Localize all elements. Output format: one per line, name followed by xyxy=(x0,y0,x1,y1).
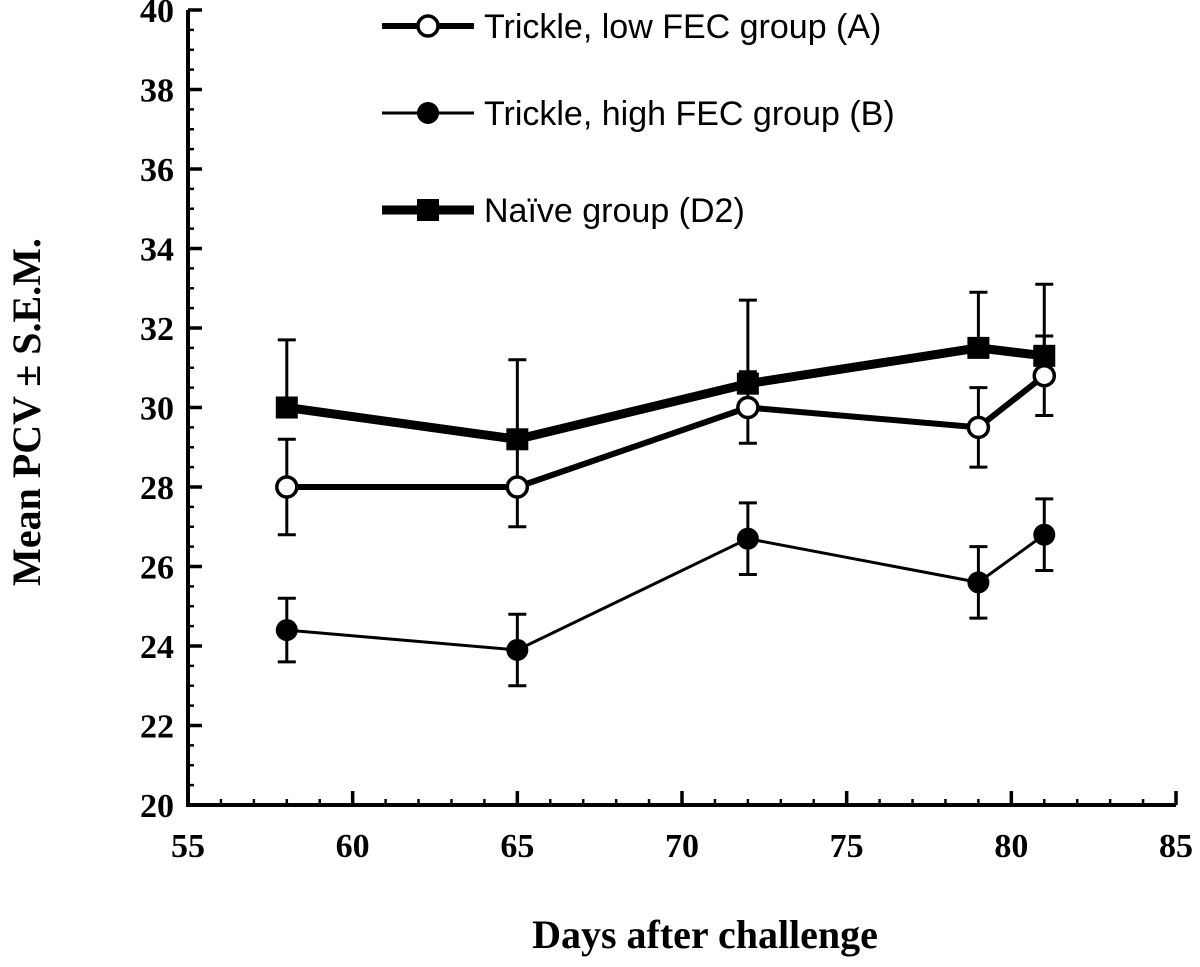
legend-label: Trickle, high FEC group (B) xyxy=(484,95,895,133)
data-point xyxy=(506,638,529,661)
y-tick-label: 30 xyxy=(140,391,174,428)
x-tick-label: 80 xyxy=(994,828,1028,865)
x-tick-label: 55 xyxy=(171,828,205,865)
data-point xyxy=(1033,344,1056,367)
legend-item: Trickle, high FEC group (B) xyxy=(382,95,895,133)
data-point xyxy=(736,395,760,420)
y-axis-title: Mean PCV ± S.E.M. xyxy=(4,238,49,586)
legend: Trickle, low FEC group (A) Trickle, high … xyxy=(382,8,895,230)
series-line xyxy=(286,373,1047,490)
y-tick-label: 28 xyxy=(140,470,174,507)
x-tick-label: 85 xyxy=(1159,828,1193,865)
series-1 xyxy=(275,497,1056,688)
series-layer xyxy=(275,282,1057,688)
y-tick-label: 40 xyxy=(140,0,174,30)
data-point xyxy=(967,571,990,594)
series-2 xyxy=(275,282,1056,451)
series-0 xyxy=(275,334,1057,537)
legend-label: Trickle, low FEC group (A) xyxy=(484,8,881,46)
legend-label: Naïve group (D2) xyxy=(484,192,745,230)
y-ticks: 20 22 24 26 28 30 32 34 36 38 40 xyxy=(140,0,202,825)
y-tick-label: 34 xyxy=(140,232,174,269)
y-tick-label: 32 xyxy=(140,311,174,348)
data-point xyxy=(275,396,298,419)
data-point xyxy=(1032,363,1057,388)
y-tick-label: 38 xyxy=(140,73,174,110)
data-point xyxy=(736,527,759,550)
legend-item: Naïve group (D2) xyxy=(382,192,745,230)
x-tick-label: 70 xyxy=(665,828,699,865)
y-tick-label: 36 xyxy=(140,152,174,189)
legend-marker xyxy=(416,14,440,38)
data-point xyxy=(275,475,299,499)
x-axis-title: Days after challenge xyxy=(532,912,878,957)
data-point xyxy=(505,475,530,499)
legend-marker xyxy=(417,102,439,124)
legend-item: Trickle, low FEC group (A) xyxy=(382,8,881,46)
legend-marker xyxy=(417,199,439,221)
x-tick-label: 65 xyxy=(500,828,534,865)
y-tick-label: 26 xyxy=(140,550,174,587)
y-tick-label: 20 xyxy=(140,788,174,825)
data-point xyxy=(966,415,991,440)
x-ticks: 55 60 65 70 75 80 85 xyxy=(171,791,1193,865)
y-axis: 20 22 24 26 28 30 32 34 36 38 40 xyxy=(140,0,202,825)
x-tick-label: 60 xyxy=(336,828,370,865)
data-point xyxy=(1033,523,1056,546)
data-point xyxy=(736,372,759,395)
series-line xyxy=(286,533,1046,652)
y-tick-label: 22 xyxy=(140,709,174,746)
data-point xyxy=(506,428,529,451)
y-tick-label: 24 xyxy=(140,629,174,666)
x-tick-label: 75 xyxy=(830,828,864,865)
data-point xyxy=(967,336,990,359)
x-axis: 55 60 65 70 75 80 85 xyxy=(171,791,1193,865)
plot-area: 55 60 65 70 75 80 85 20 22 24 26 28 30 32 34 36 38 40 xyxy=(140,0,1193,865)
data-point xyxy=(275,619,298,642)
